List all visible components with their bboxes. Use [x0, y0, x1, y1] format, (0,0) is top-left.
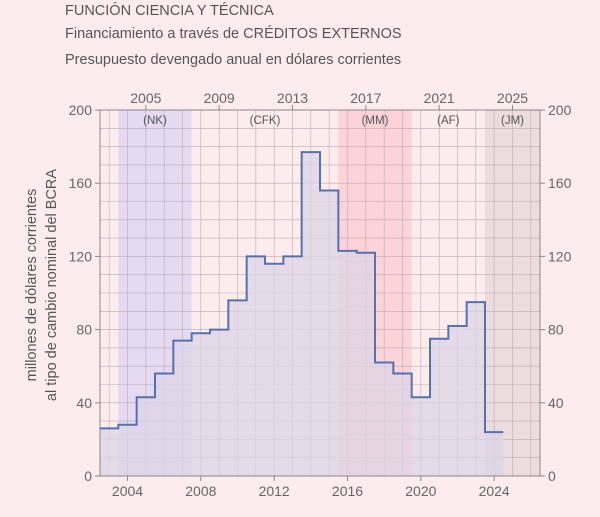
- x-tick-label-top: 2025: [497, 90, 528, 106]
- x-tick-label-bottom: 2016: [332, 483, 363, 499]
- x-tick-label-bottom: 2020: [405, 483, 436, 499]
- x-tick-label-top: 2017: [350, 90, 381, 106]
- x-tick-label-bottom: 2024: [479, 483, 510, 499]
- x-tick-label-top: 2005: [130, 90, 161, 106]
- y-tick-label-left: 200: [69, 102, 93, 118]
- y-tick-label-right: 80: [548, 322, 564, 338]
- y-tick-label-left: 80: [76, 322, 92, 338]
- y-tick-label-right: 120: [548, 248, 572, 264]
- y-axis-label: millones de dólares corrientes: [24, 189, 40, 382]
- series-area: [100, 152, 504, 476]
- x-tick-label-top: 2013: [277, 90, 308, 106]
- chart-subtitle: Financiamiento a través de CRÉDITOS EXTE…: [65, 26, 402, 42]
- y-axis-label: al tipo de cambio nominal del BCRA: [44, 169, 60, 401]
- y-tick-label-left: 40: [76, 395, 92, 411]
- x-tick-label-bottom: 2004: [112, 483, 143, 499]
- y-tick-label-right: 40: [548, 395, 564, 411]
- plot-frame: [99, 109, 541, 477]
- y-tick-label-right: 160: [548, 175, 572, 191]
- y-tick-label-left: 160: [69, 175, 93, 191]
- period-label: (CFK): [250, 115, 281, 127]
- y-tick-label-right: 200: [548, 102, 572, 118]
- period-label: (MM): [362, 115, 389, 127]
- x-tick-label-bottom: 2012: [259, 483, 290, 499]
- period-label: (AF): [437, 115, 460, 127]
- period-label: (NK): [143, 115, 167, 127]
- y-tick-label-left: 0: [84, 468, 92, 484]
- period-label: (JM): [501, 115, 524, 127]
- chart-caption: Presupuesto devengado anual en dólares c…: [65, 52, 402, 68]
- x-tick-label-top: 2009: [204, 90, 235, 106]
- y-tick-label-left: 120: [69, 248, 93, 264]
- x-tick-label-bottom: 2008: [185, 483, 216, 499]
- y-tick-label-right: 0: [548, 468, 556, 484]
- x-tick-label-top: 2021: [424, 90, 455, 106]
- chart-title: FUNCIÓN CIENCIA Y TÉCNICA: [65, 3, 274, 19]
- series-line: [100, 151, 504, 434]
